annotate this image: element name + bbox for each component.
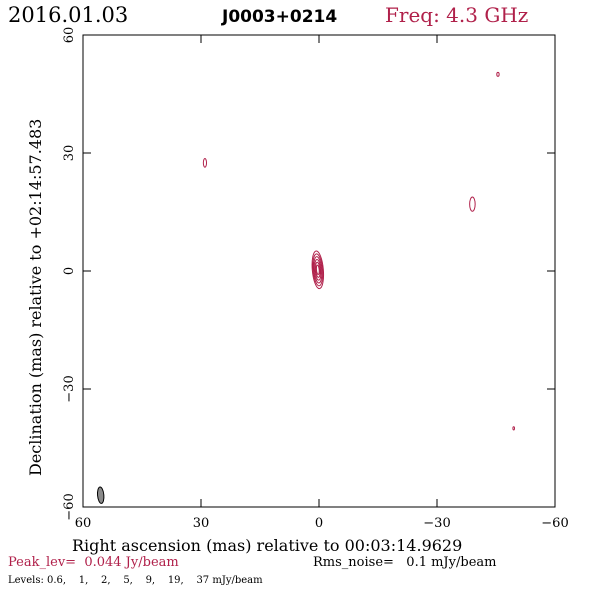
frequency-label: Freq: 4.3 GHz — [385, 3, 528, 27]
epoch-date: 2016.01.03 — [8, 3, 128, 27]
source-name: J0003+0214 — [221, 7, 337, 27]
component-contour — [469, 196, 476, 212]
x-tick-label: 60 — [75, 516, 92, 531]
component-contour — [512, 426, 516, 431]
peak-level: Peak_lev= 0.044 Jy/beam — [8, 555, 179, 570]
contour-levels: Levels: 0.6, 1, 2, 5, 9, 19, 37 mJy/beam — [8, 575, 263, 586]
core-contour — [315, 264, 320, 276]
rms-noise: Rms_noise= 0.1 mJy/beam — [313, 555, 496, 570]
core-contour — [312, 253, 324, 287]
tick-labels: 60 30 0 −30 −60 −60 −30 0 30 60 — [62, 27, 569, 531]
core-contour — [314, 258, 322, 281]
y-tick-label: −60 — [62, 493, 77, 520]
component-contour — [496, 71, 500, 77]
y-tick-label: −30 — [62, 375, 77, 402]
axis-ticks — [82, 34, 556, 508]
x-tick-label: 30 — [193, 516, 210, 531]
y-tick-label: 30 — [62, 145, 77, 162]
x-tick-label: −60 — [541, 516, 568, 531]
x-tick-label: −30 — [423, 516, 450, 531]
y-axis-label: Declination (mas) relative to +02:14:57.… — [26, 119, 45, 476]
x-axis-label: Right ascension (mas) relative to 00:03:… — [72, 536, 462, 555]
y-tick-label: 60 — [62, 27, 77, 44]
core-contour — [311, 250, 325, 290]
core-contour — [313, 256, 323, 284]
beam-ellipse — [96, 486, 105, 504]
core-contour — [315, 261, 321, 278]
component-contour — [202, 158, 208, 168]
contour-marks — [96, 71, 516, 504]
y-tick-label: 0 — [62, 267, 77, 275]
x-tick-label: 0 — [315, 516, 323, 531]
